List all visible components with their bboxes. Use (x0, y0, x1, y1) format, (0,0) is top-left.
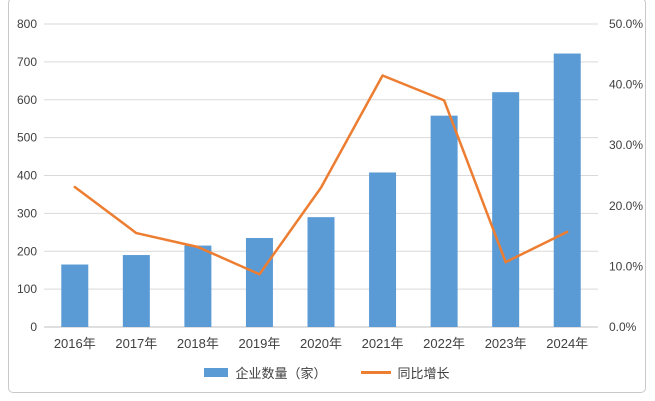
line-series-swatch-icon (360, 371, 391, 374)
x-axis-tick-label: 2016年 (54, 336, 96, 351)
left-axis-tick-label: 300 (17, 206, 37, 220)
left-axis-tick-label: 500 (17, 131, 37, 145)
bar-2018年 (184, 245, 212, 327)
left-axis-tick-label: 200 (17, 244, 37, 258)
x-axis-tick-label: 2022年 (423, 336, 465, 351)
left-axis-tick-label: 400 (17, 169, 37, 183)
bar-2024年 (553, 53, 581, 327)
left-axis-tick-label: 100 (17, 282, 37, 296)
x-axis-tick-label: 2020年 (300, 336, 342, 351)
bar-2023年 (492, 92, 520, 327)
right-axis-tick-label: 50.0% (609, 17, 643, 31)
bar-2017年 (122, 255, 150, 327)
line-series-label: 同比增长 (397, 366, 450, 381)
x-axis-tick-label: 2024年 (546, 336, 588, 351)
right-axis-tick-label: 40.0% (609, 78, 643, 92)
left-axis-tick-label: 800 (17, 17, 37, 31)
x-axis-tick-label: 2017年 (115, 336, 157, 351)
x-axis-tick-label: 2023年 (485, 336, 527, 351)
combo-chart: 800 700 600 500 400 300 200 100 0 50.0% 40.0% 30.0%… (17, 17, 643, 351)
legend-item-line-series: 同比增长 (360, 363, 450, 382)
x-axis-tick-label: 2018年 (177, 336, 219, 351)
left-axis-tick-label: 0 (30, 320, 37, 334)
left-axis-tick-label: 700 (17, 55, 37, 69)
chart-frame: 800 700 600 500 400 300 200 100 0 50.0% 40.0% 30.0%… (8, 0, 646, 393)
right-axis-tick-label: 20.0% (609, 199, 643, 213)
bar-2020年 (307, 217, 335, 327)
bar-series-label: 企业数量（家） (235, 366, 327, 381)
bar-2022年 (430, 115, 458, 327)
legend-item-bar-series: 企业数量（家） (204, 363, 327, 382)
bar-2019年 (245, 237, 273, 327)
x-axis-tick-label: 2019年 (238, 336, 280, 351)
chart-legend: 企业数量（家） 同比增长 (9, 363, 645, 382)
bar-series-swatch-icon (204, 368, 229, 377)
x-axis-tick-label: 2021年 (362, 336, 404, 351)
right-axis-tick-label: 0.0% (609, 320, 637, 334)
left-axis-tick-label: 600 (17, 93, 37, 107)
right-axis-tick-label: 10.0% (609, 259, 643, 273)
bar-2016年 (61, 264, 89, 327)
bar-2021年 (369, 172, 397, 327)
growth-line (73, 74, 569, 276)
right-axis-tick-label: 30.0% (609, 138, 643, 152)
